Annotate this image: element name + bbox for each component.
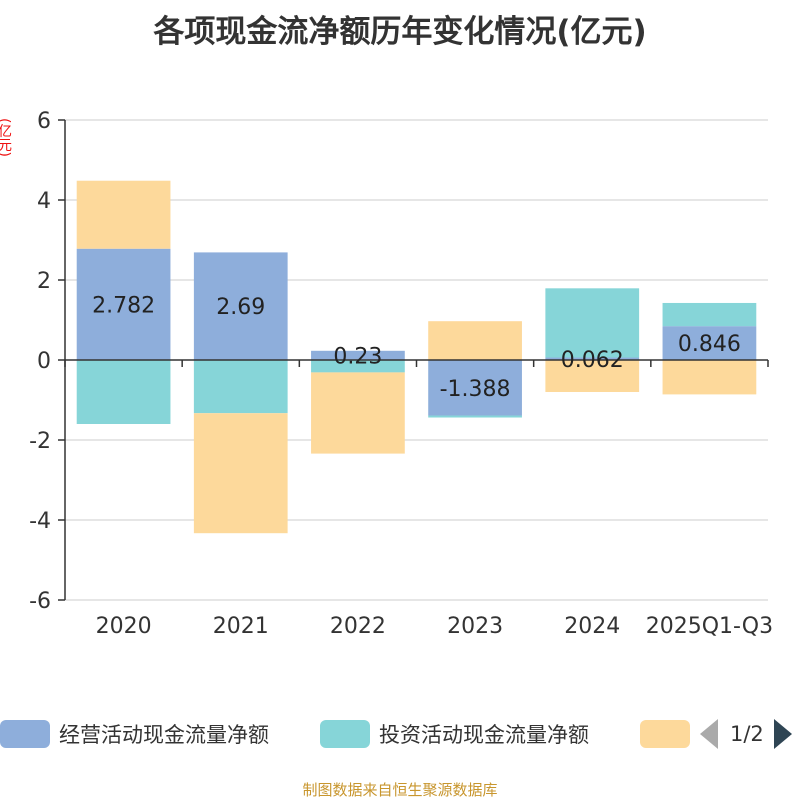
- legend-swatch-financing: [640, 720, 690, 748]
- legend-item-financing[interactable]: [640, 716, 699, 752]
- legend-pager: 1/2: [700, 716, 800, 752]
- y-tick-label: 2: [37, 269, 51, 294]
- bar-series2-4: [545, 360, 640, 392]
- y-tick-label: 0: [37, 349, 51, 374]
- x-tick-label: 2020: [96, 614, 152, 639]
- y-tick-label: 4: [37, 189, 51, 214]
- data-label: 2.782: [92, 293, 155, 318]
- bar-series1-0: [76, 360, 171, 424]
- x-tick-label: 2021: [213, 614, 269, 639]
- legend-swatch-operating: [0, 720, 50, 748]
- bar-series1-3: [428, 415, 522, 418]
- bar-series2-5: [662, 360, 757, 395]
- legend-label-investing: 投资活动现金流量净额: [379, 723, 589, 747]
- legend-next-page-icon[interactable]: [773, 719, 792, 749]
- bar-series1-5: [662, 302, 757, 327]
- bar-series0-4: [545, 357, 640, 360]
- bar-series1-4: [545, 288, 640, 358]
- legend: 经营活动现金流量净额 投资活动现金流量净额: [0, 716, 800, 752]
- data-label: 0.846: [678, 332, 741, 357]
- data-label: -1.388: [440, 377, 511, 402]
- bar-series0-3: [428, 360, 522, 416]
- chart-title: 各项现金流净额历年变化情况(亿元): [153, 14, 647, 50]
- bar-series2-0: [76, 180, 171, 249]
- legend-prev-page-icon[interactable]: [700, 719, 718, 749]
- legend-swatch-investing: [320, 720, 370, 748]
- x-tick-label: 2023: [447, 614, 503, 639]
- bar-series2-1: [193, 413, 288, 534]
- x-tick-label: 2024: [564, 614, 620, 639]
- bar-series0-5: [662, 326, 757, 360]
- legend-item-operating[interactable]: 经营活动现金流量净额: [0, 716, 269, 752]
- y-tick-label: -4: [29, 509, 51, 534]
- legend-item-investing[interactable]: 投资活动现金流量净额: [320, 716, 589, 752]
- bar-series1-2: [311, 360, 405, 373]
- x-tick-label: 2022: [330, 614, 386, 639]
- x-tick-label: 2025Q1-Q3: [646, 614, 773, 639]
- y-axis-unit: (亿元): [0, 118, 12, 157]
- y-tick-label: 6: [37, 109, 51, 134]
- legend-page-indicator: 1/2: [730, 722, 764, 746]
- bar-series0-1: [193, 252, 288, 360]
- data-source-note: 制图数据来自恒生聚源数据库: [302, 781, 498, 799]
- bar-series2-3: [428, 321, 522, 360]
- legend-label-operating: 经营活动现金流量净额: [59, 723, 269, 747]
- data-label: 0.062: [561, 348, 624, 373]
- bar-series0-2: [311, 350, 405, 360]
- bar-series1-1: [193, 360, 288, 414]
- data-label: 0.23: [333, 344, 382, 369]
- bar-series2-2: [311, 372, 405, 454]
- y-tick-label: -2: [29, 429, 51, 454]
- bar-series0-0: [76, 248, 171, 360]
- data-label: 2.69: [216, 295, 265, 320]
- y-tick-label: -6: [29, 589, 51, 614]
